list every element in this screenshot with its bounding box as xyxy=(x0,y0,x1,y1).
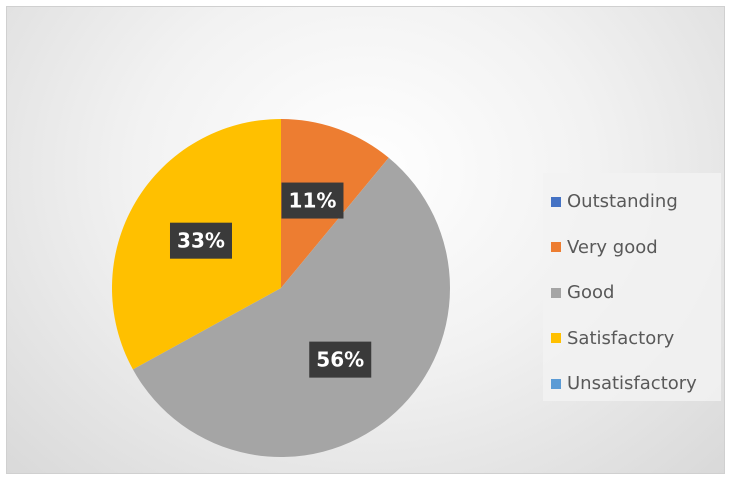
data-label-text-satisfactory: 33% xyxy=(177,229,225,253)
legend-swatch-satisfactory xyxy=(551,333,561,344)
data-label-satisfactory: 33% xyxy=(169,222,232,259)
legend-item-satisfactory: Satisfactory xyxy=(551,316,721,362)
legend-label-satisfactory: Satisfactory xyxy=(567,327,675,349)
legend-label-good: Good xyxy=(567,282,615,304)
pie-chart: 11% 56% 33% xyxy=(111,119,450,457)
pie-slices xyxy=(111,119,450,457)
legend-label-unsatisfactory: Unsatisfactory xyxy=(567,373,697,395)
legend-item-unsatisfactory: Unsatisfactory xyxy=(551,361,721,407)
legend-item-good: Good xyxy=(551,270,721,316)
legend-swatch-good xyxy=(551,287,561,298)
data-label-box-good xyxy=(309,341,372,378)
data-label-very-good: 11% xyxy=(281,182,344,219)
legend: Outstanding Very good Good Satisfactory … xyxy=(543,173,721,401)
data-label-box-very-good xyxy=(281,182,344,219)
legend-swatch-outstanding xyxy=(551,196,561,207)
chart-area: 11% 56% 33% Outstanding Very good Good Sat… xyxy=(6,6,725,474)
data-label-box-satisfactory xyxy=(169,222,232,259)
legend-item-outstanding: Outstanding xyxy=(551,179,721,225)
data-labels: 11% 56% 33% xyxy=(169,182,372,378)
data-label-text-good: 56% xyxy=(316,348,364,372)
legend-label-very-good: Very good xyxy=(567,236,658,258)
data-label-good: 56% xyxy=(309,341,372,378)
pie-slice-good xyxy=(132,157,450,457)
legend-item-very-good: Very good xyxy=(551,225,721,271)
legend-label-outstanding: Outstanding xyxy=(567,191,678,213)
legend-swatch-unsatisfactory xyxy=(551,378,561,389)
data-label-text-very-good: 11% xyxy=(289,189,337,213)
legend-swatch-very-good xyxy=(551,242,561,253)
